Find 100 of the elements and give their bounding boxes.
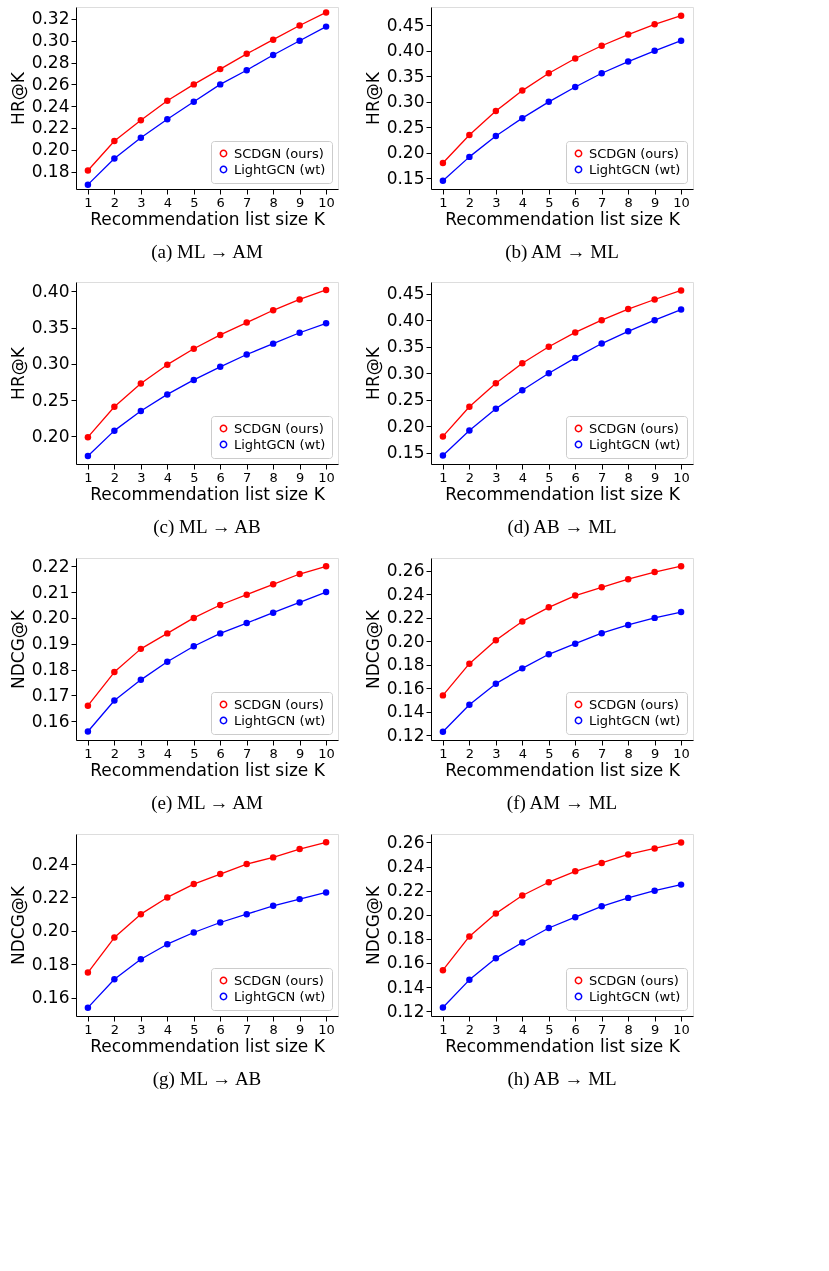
y-tick-label: 0.21 [31,581,70,602]
y-tick-label: 0.22 [31,117,70,138]
y-tick-label: 0.24 [31,853,70,874]
x-tick-label: 9 [650,1021,660,1037]
point [322,320,330,327]
point [243,351,250,358]
point [624,58,632,65]
point [545,924,553,932]
point [624,305,632,313]
y-tick-label: 0.24 [386,583,425,604]
x-tick-label: 1 [439,194,448,210]
point [492,380,500,387]
y-tick-label: 0.22 [386,880,425,901]
point [84,452,92,460]
y-axis-title: NDCG@K [362,609,383,689]
point [545,604,553,611]
x-tick-label: 9 [650,745,660,761]
point [466,976,473,984]
y-tick-label: 0.14 [386,701,425,722]
y-tick-label: 0.24 [31,95,70,116]
point [571,329,579,336]
x-tick-label: 10 [318,745,335,761]
x-axis-title: Recommendation list size K [90,759,326,780]
point [545,370,553,377]
x-tick-label: 4 [518,745,527,761]
point [545,651,553,658]
y-tick-label: 0.22 [31,555,70,576]
x-tick-label: 5 [545,745,554,761]
point [269,36,277,43]
point [598,316,605,324]
point [296,22,303,29]
x-tick-label: 9 [650,194,660,210]
y-tick-label: 0.18 [386,654,425,675]
point [466,153,473,161]
y-tick-label: 0.24 [386,856,425,877]
point [519,665,526,672]
point [322,588,330,596]
y-tick-label: 0.20 [386,904,425,925]
point [466,701,473,709]
legend-label: LightGCN (wt) [234,988,326,1004]
y-tick-label: 0.40 [386,309,425,330]
x-tick-label: 6 [571,1021,580,1037]
point [84,167,92,174]
point [216,630,224,637]
point [571,354,579,362]
y-tick-label: 0.22 [386,607,425,628]
point [598,584,605,591]
x-tick-label: 6 [571,745,580,761]
point [492,405,500,413]
y-tick-label: 0.19 [31,633,70,654]
text: (d) AB → ML [507,516,617,538]
point [545,878,553,886]
x-axis-title: Recommendation list size K [445,483,681,504]
y-tick-label: 0.25 [31,389,70,410]
y-tick-label: 0.28 [31,52,70,73]
point [190,376,198,384]
x-tick-label: 8 [269,745,278,761]
y-tick-label: 0.35 [386,336,425,357]
point [243,319,250,326]
point [243,50,250,58]
point [243,66,250,74]
x-tick-label: 8 [624,194,633,210]
x-tick-label: 8 [624,1021,633,1037]
point [269,51,277,59]
point [492,910,500,917]
point [677,562,685,570]
x-tick-label: 8 [269,1021,278,1037]
x-tick-label: 1 [439,745,448,761]
point [164,116,171,123]
point [624,31,632,38]
point [137,407,145,415]
point [322,889,330,896]
point [519,114,526,122]
x-axis-title: Recommendation list size K [445,759,681,780]
y-axis-title: NDCG@K [7,885,28,965]
x-tick-label: 7 [243,194,252,210]
point [322,286,330,294]
point [677,839,685,846]
point [571,640,579,647]
point [598,859,605,867]
point [216,601,224,609]
x-axis-title: Recommendation list size K [445,208,681,229]
point [137,910,145,918]
x-tick-label: 2 [465,194,475,210]
point [571,83,579,91]
x-tick-label: 3 [137,194,146,210]
point [545,343,553,350]
point [492,680,500,687]
point [190,643,198,650]
point [624,575,632,583]
x-tick-label: 6 [571,194,580,210]
point [439,433,447,440]
point [598,42,605,49]
x-tick-label: 7 [243,1021,252,1037]
x-tick-label: 9 [295,1021,305,1037]
x-tick-label: 5 [545,469,554,485]
x-tick-label: 10 [318,469,335,485]
point [190,98,198,106]
point [243,910,250,918]
x-tick-label: 4 [163,1021,172,1037]
